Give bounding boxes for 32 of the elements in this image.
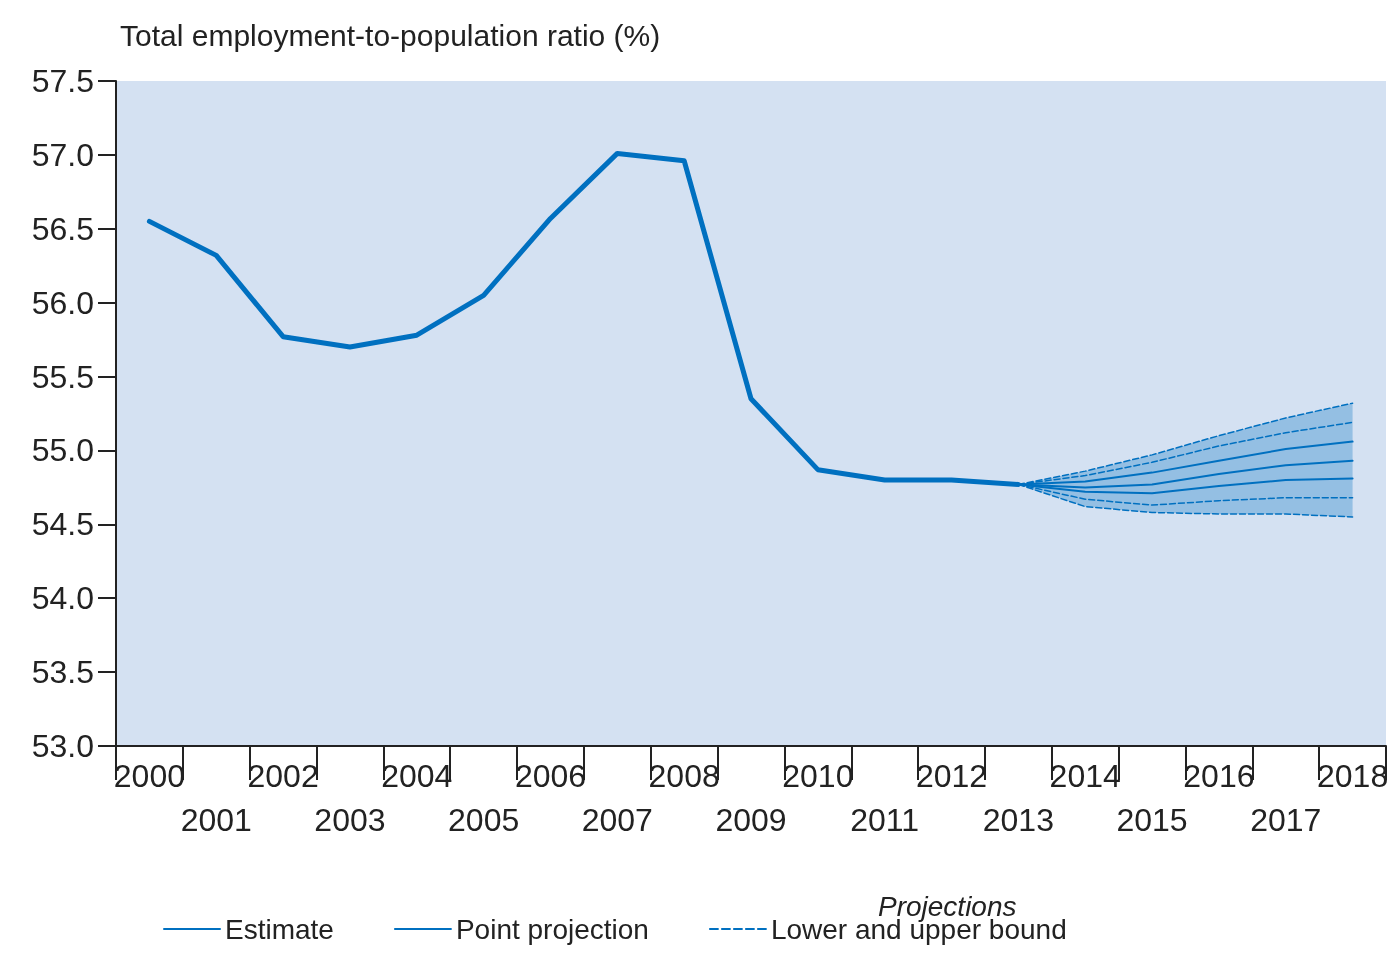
x-tick-label: 2005: [448, 802, 520, 838]
y-tick-label: 57.5: [31, 63, 94, 99]
legend-label: Point projection: [455, 913, 649, 945]
x-tick-label: 2015: [1116, 802, 1188, 838]
y-tick-label: 56.5: [31, 210, 94, 247]
y-tick-label: 55.5: [31, 358, 94, 395]
y-tick-label: 53.0: [31, 728, 94, 764]
x-tick-label: 2000: [113, 758, 186, 794]
x-tick-label: 2010: [782, 758, 854, 794]
x-tick-label: 2017: [1250, 802, 1322, 838]
x-tick-label: 2002: [247, 758, 319, 794]
x-tick-label: 2009: [715, 802, 787, 838]
x-tick-label: 2003: [314, 802, 386, 838]
y-tick-label: 54.5: [31, 506, 94, 543]
x-tick-label: 2013: [982, 802, 1054, 838]
y-axis-title: Total employment-to-population ratio (%): [120, 18, 661, 52]
y-tick-label: 55.0: [31, 432, 94, 469]
y-tick-label: 53.5: [31, 654, 94, 691]
x-tick-label: 2018: [1316, 758, 1389, 794]
x-tick-label: 2001: [180, 802, 252, 838]
legend-label: Estimate: [225, 913, 334, 945]
x-tick-label: 2011: [850, 802, 920, 838]
y-tick-label: 56.0: [31, 284, 94, 321]
x-tick-label: 2006: [514, 758, 587, 794]
y-tick-label: 54.0: [31, 580, 94, 617]
x-tick-label: 2014: [1049, 758, 1121, 794]
x-tick-label: 2012: [915, 758, 988, 794]
x-tick-label: 2004: [381, 758, 453, 794]
x-tick-label: 2008: [648, 758, 720, 794]
x-tick-label: 2007: [581, 802, 653, 838]
y-tick-label: 57.0: [31, 136, 94, 173]
x-tick-label: 2016: [1183, 758, 1255, 794]
